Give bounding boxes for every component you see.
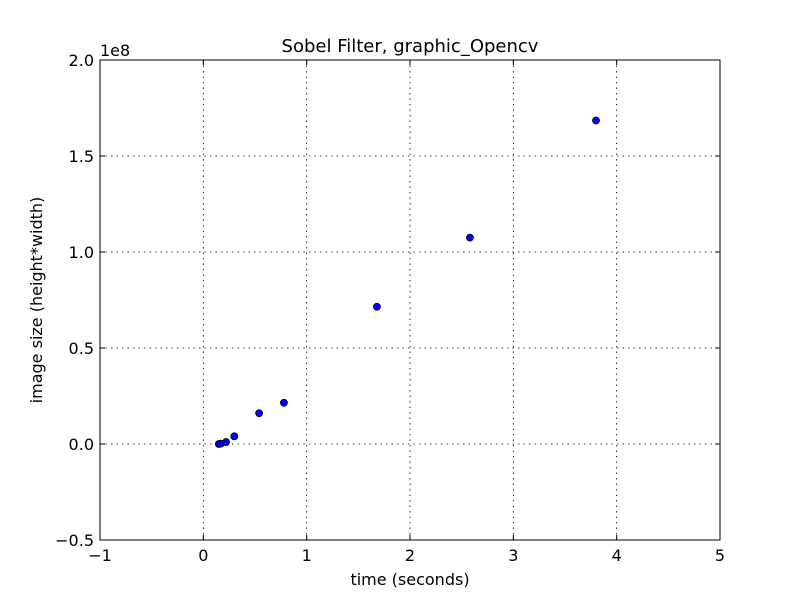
y-tick-label: 1.0 [69, 243, 94, 262]
data-point [373, 302, 381, 311]
y-tick-label: 0.5 [69, 339, 94, 358]
data-point [280, 398, 288, 407]
grid-layer [100, 60, 720, 540]
y-offset-label: 1e8 [100, 41, 130, 60]
x-tick-label: 4 [612, 546, 622, 565]
data-point [592, 116, 600, 125]
x-tick-label: 3 [508, 546, 518, 565]
x-tick-label: 0 [198, 546, 208, 565]
y-tick-label: 0.0 [69, 435, 94, 454]
tick-layer: −1 0 1 2 3 4 5 −0.5 0.0 0.5 1.0 1.5 2.0 [55, 51, 725, 565]
point-layer [214, 116, 600, 448]
data-point [222, 438, 230, 446]
x-axis-label: time (seconds) [350, 570, 469, 589]
x-tick-label: 2 [405, 546, 415, 565]
y-axis-label: image size (height*width) [27, 197, 46, 404]
x-tick-label: −1 [88, 546, 112, 565]
data-point [230, 432, 239, 441]
y-tick-label: −0.5 [55, 531, 94, 550]
x-tick-label: 5 [715, 546, 725, 565]
data-point [466, 233, 474, 242]
chart-title: Sobel Filter, graphic_Opencv [282, 36, 539, 57]
y-tick-label: 1.5 [69, 147, 94, 166]
data-point [255, 409, 264, 418]
y-tick-label: 2.0 [69, 51, 94, 70]
x-tick-label: 1 [302, 546, 312, 565]
